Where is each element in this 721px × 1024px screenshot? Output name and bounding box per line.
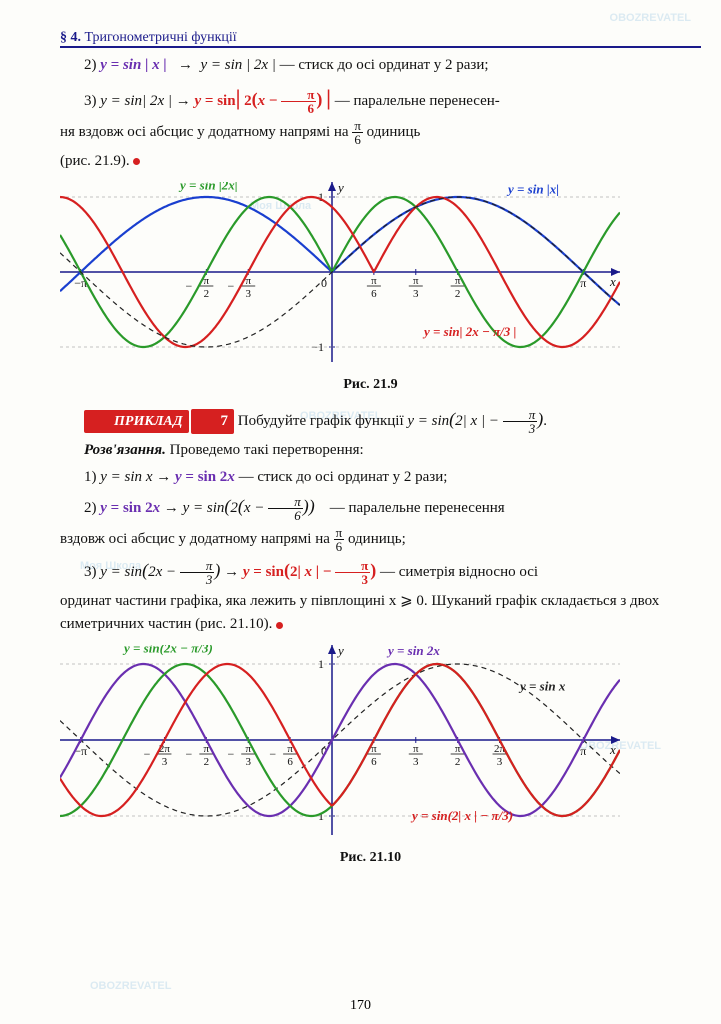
fraction: π6	[334, 526, 345, 553]
end-dot-icon	[133, 158, 140, 165]
svg-text:3: 3	[245, 288, 251, 300]
svg-text:y: y	[336, 182, 344, 195]
solution-label: Розв'язання.	[84, 442, 166, 458]
page-number: 170	[0, 998, 721, 1014]
svg-text:6: 6	[371, 288, 377, 300]
formula: y = sin| 2(x − π6) |	[194, 93, 330, 109]
svg-text:π: π	[371, 275, 377, 287]
text: — стиск до осі ординат у 2 рази;	[239, 469, 448, 485]
page: OBOZREVATEL Моя Школа OBOZREVATEL Моя Шк…	[0, 0, 721, 1024]
svg-text:−π: −π	[74, 276, 87, 290]
svg-text:−π: −π	[74, 744, 87, 758]
formula: y = sin | x |	[100, 57, 166, 73]
fraction: π6	[352, 119, 363, 146]
text: одиниць	[367, 124, 421, 140]
svg-text:3: 3	[413, 756, 419, 768]
text: одиниць;	[348, 531, 406, 547]
svg-text:y = sin 2x: y = sin 2x	[386, 645, 440, 658]
text: — стиск до осі ординат у 2 рази;	[280, 57, 489, 73]
text: 3)	[84, 93, 100, 109]
svg-text:π: π	[413, 275, 419, 287]
svg-text:y = sin| 2x − π/3 |: y = sin| 2x − π/3 |	[422, 323, 516, 338]
svg-text:6: 6	[287, 756, 293, 768]
content-body: 2) y = sin | x | → y = sin | 2x | — стис…	[60, 50, 681, 879]
figure-21-10: xy−π−2π3−π2−π3−π60π6π3π22π3π1−1y = sin x…	[60, 645, 681, 843]
text: — паралельне перенесен-	[335, 93, 500, 109]
graph-svg: xy−π−π2−π30π6π3π2π1−1y = sin |x|y = sin …	[60, 182, 620, 362]
svg-text:6: 6	[371, 756, 377, 768]
svg-text:−: −	[144, 747, 151, 761]
svg-text:y = sin(2x − π/3): y = sin(2x − π/3)	[122, 645, 213, 656]
formula: y = sin(2x − π3)	[100, 564, 220, 580]
section-header: § 4. Тригонометричні функції	[60, 28, 701, 48]
figure-21-9: xy−π−π2−π30π6π3π2π1−1y = sin |x|y = sin …	[60, 182, 681, 370]
text: ня вздовж осі абсцис у додатному напрямі…	[60, 124, 352, 140]
formula: y = sin | 2x |	[200, 57, 275, 73]
figure-caption: Рис. 21.9	[60, 374, 681, 396]
text: ординат частини графіка, яка лежить у пі…	[60, 593, 659, 632]
text: 2)	[84, 57, 100, 73]
formula: y = sin 2x	[100, 500, 160, 516]
example-badge: ПРИКЛАД	[84, 410, 189, 434]
formula: y = sin(2| x | − π3)	[407, 413, 543, 429]
svg-text:y = sin |x|: y = sin |x|	[506, 182, 559, 196]
formula: y = sin| 2x | →	[100, 93, 190, 109]
example-number: 7	[191, 409, 235, 434]
svg-text:y = sin |2x|: y = sin |2x|	[178, 182, 238, 193]
svg-text:x: x	[609, 274, 616, 289]
figure-caption: Рис. 21.10	[60, 847, 681, 869]
svg-text:y = sin x: y = sin x	[518, 678, 566, 693]
graph-svg: xy−π−2π3−π2−π3−π60π6π3π22π3π1−1y = sin x…	[60, 645, 620, 835]
formula: y = sin(2| x | − π3)	[243, 564, 376, 580]
svg-text:2: 2	[455, 288, 461, 300]
watermark: OBOZREVATEL	[90, 980, 171, 992]
svg-text:3: 3	[162, 756, 168, 768]
text: (рис. 21.9).	[60, 153, 133, 169]
section-title: Тригонометричні функції	[85, 30, 237, 45]
text: 2)	[84, 500, 100, 516]
watermark: OBOZREVATEL	[610, 12, 691, 24]
svg-text:x: x	[609, 742, 616, 757]
text: — симетрія відносно осі	[380, 564, 538, 580]
svg-text:−: −	[186, 279, 193, 293]
svg-text:3: 3	[497, 756, 503, 768]
text: — паралельне перенесення	[326, 500, 505, 516]
svg-text:π: π	[413, 743, 419, 755]
formula: y = sin 2x	[175, 469, 235, 485]
formula: y = sin x →	[100, 469, 175, 485]
text: вздовж осі абсцис у додатному напрямі на	[60, 531, 334, 547]
end-dot-icon	[276, 622, 283, 629]
text: 3)	[84, 564, 100, 580]
text: 1)	[84, 469, 100, 485]
svg-text:2: 2	[204, 756, 210, 768]
formula: y = sin(2(x − π6))	[183, 500, 315, 516]
svg-text:y = sin(2| x | − π/3): y = sin(2| x | − π/3)	[410, 808, 513, 823]
text: Побудуйте графік функції	[238, 413, 408, 429]
svg-text:3: 3	[245, 756, 251, 768]
svg-text:3: 3	[413, 288, 419, 300]
text: Проведемо такі перетворення:	[170, 442, 364, 458]
section-number: § 4.	[60, 30, 81, 45]
svg-text:−: −	[227, 747, 234, 761]
svg-text:−: −	[186, 747, 193, 761]
text: →	[164, 500, 179, 516]
svg-text:2: 2	[204, 288, 210, 300]
svg-text:−: −	[269, 747, 276, 761]
svg-text:y: y	[336, 645, 344, 658]
svg-text:−: −	[227, 279, 234, 293]
svg-text:2: 2	[455, 756, 461, 768]
